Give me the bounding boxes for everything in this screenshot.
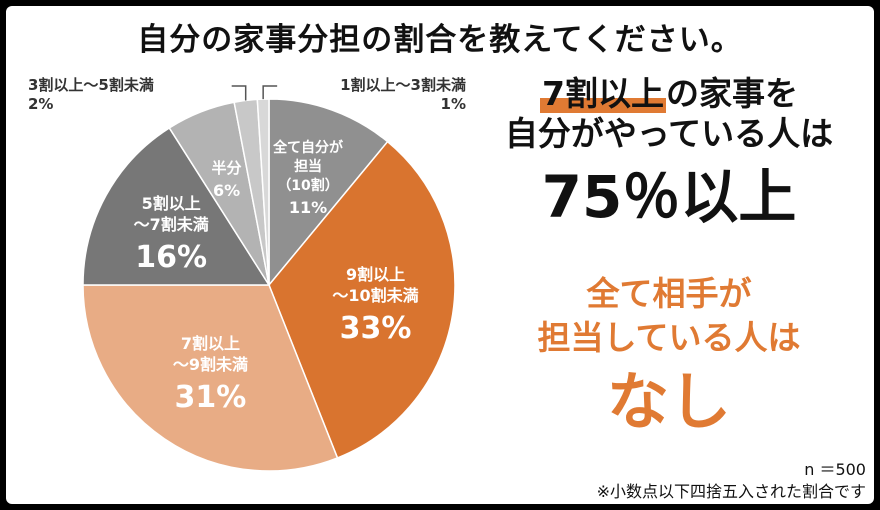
outside-label-3-5-percent: 2%: [28, 95, 54, 113]
headline-line-3: 75％以上: [541, 163, 797, 231]
headline-line-1: 7割以上の家事を: [464, 74, 874, 114]
slice-category-label: 7割以上: [181, 334, 240, 353]
outside-label-1-3-percent: 1%: [440, 95, 466, 113]
slice-category-label: ～7割未満: [134, 215, 209, 234]
slice-category-label: （10割）: [277, 177, 338, 194]
slice-category-label: ～9割未満: [173, 355, 248, 374]
slice-percent-label: 33%: [340, 311, 412, 346]
subheadline-line-1: 全て相手が: [586, 274, 752, 313]
outside-label-3-5-category: 3割以上～5割未満: [28, 76, 154, 94]
slice-percent-label: 11%: [289, 198, 327, 217]
footnote: ※小数点以下四捨五入された割合です: [596, 482, 866, 501]
slice-percent-label: 31%: [175, 380, 247, 415]
slice-category-label: 担当: [294, 158, 322, 175]
outside-label-1-3: 1割以上～3割未満 1%: [276, 76, 466, 114]
outside-label-1-3-category: 1割以上～3割未満: [340, 76, 466, 94]
leader-line-5: [231, 85, 247, 101]
infographic-panel: 自分の家事分担の割合を教えてください。 全て自分が担当 （10割） 11% 9割以上 ～…: [6, 6, 874, 504]
leader-line-6: [262, 85, 278, 100]
subheadline-line-3: なし: [606, 365, 731, 438]
pie-slice-3: [82, 126, 271, 286]
pie-slice-1: [268, 140, 456, 459]
slice-percent-label: 6%: [213, 181, 240, 200]
headline-highlight: 7割以上: [540, 74, 666, 113]
slice-category-label: 全て自分が: [272, 139, 344, 156]
pie-slice-0: [268, 98, 389, 288]
headline-line-1-rest: の家事を: [665, 74, 798, 113]
slice-category-label: ～10割未満: [332, 286, 418, 305]
headline-line-2: 自分がやっている人は: [504, 114, 834, 153]
pie-slice-2: [82, 284, 339, 472]
sample-size: n ＝500: [804, 460, 866, 479]
chart-title: 自分の家事分担の割合を教えてください。: [137, 22, 743, 58]
slice-category-label: 半分: [212, 159, 242, 177]
subheadline-line-2: 担当している人は: [537, 318, 801, 357]
outside-label-3-5: 3割以上～5割未満 2%: [28, 76, 154, 114]
slice-category-label: 5割以上: [142, 194, 201, 213]
slice-percent-label: 16%: [135, 240, 207, 275]
slice-category-label: 9割以上: [346, 265, 405, 284]
